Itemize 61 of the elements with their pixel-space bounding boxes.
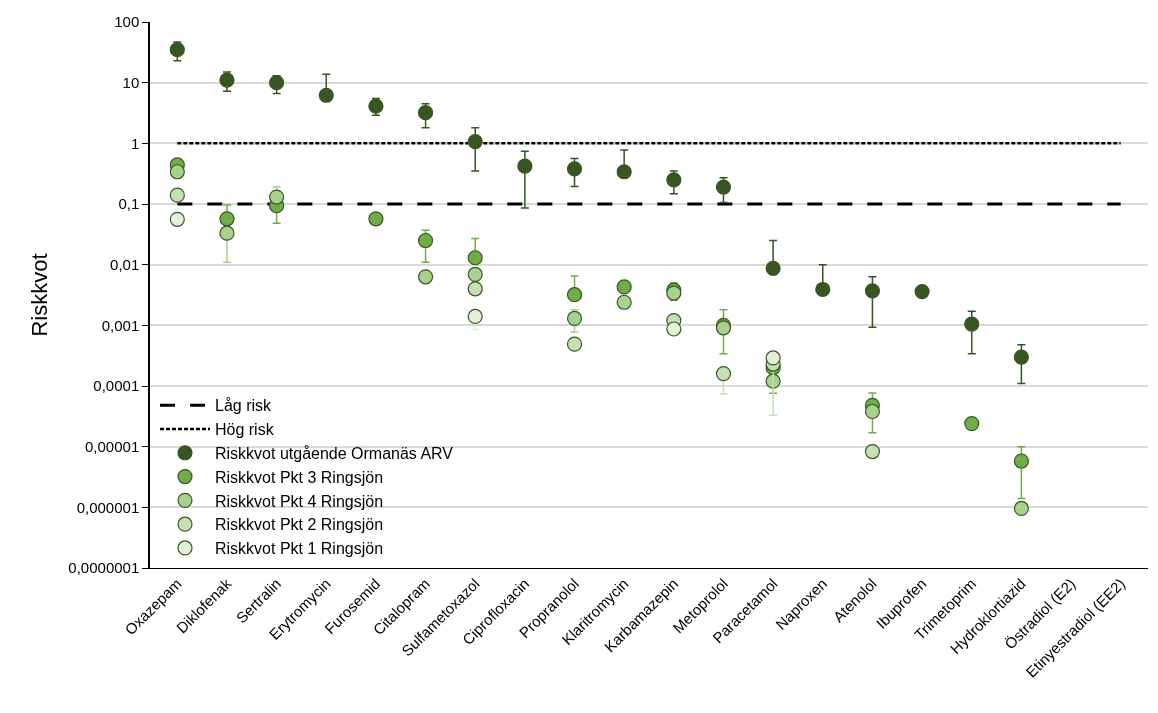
y-tick-label: 0,00001 — [85, 437, 140, 455]
y-tick-label: 0,0001 — [93, 377, 140, 395]
y-tick-label: 10 — [122, 73, 140, 91]
point — [169, 42, 185, 58]
point — [715, 179, 732, 195]
legend-label: Låg risk — [214, 397, 273, 415]
legend-label: Hög risk — [214, 421, 275, 439]
point — [1013, 500, 1029, 516]
point — [169, 187, 185, 203]
point — [566, 336, 583, 352]
point — [467, 250, 483, 266]
point — [467, 281, 483, 297]
point — [715, 366, 732, 382]
y-axis-title: Riskkvot — [26, 253, 52, 337]
point — [1013, 349, 1029, 365]
point — [616, 164, 632, 180]
point — [517, 158, 533, 174]
y-tick-label: 100 — [114, 13, 140, 31]
y-tick-label: 0,0000001 — [68, 559, 140, 577]
point — [318, 87, 334, 103]
point — [169, 164, 185, 180]
y-tick-label: 0,1 — [118, 195, 140, 213]
point — [417, 232, 434, 249]
point — [467, 133, 483, 150]
point — [864, 283, 881, 299]
point — [566, 161, 583, 177]
point — [566, 287, 583, 303]
point — [616, 294, 632, 310]
point — [815, 281, 831, 298]
point — [417, 269, 434, 285]
y-tick-label: 1 — [130, 134, 140, 152]
point — [864, 403, 881, 420]
legend-label: Riskkvot Pkt 4 Ringsjön — [214, 492, 384, 510]
point — [666, 321, 682, 337]
point — [169, 211, 185, 227]
legend-label: Riskkvot utgående Ormanäs ARV — [214, 445, 454, 463]
point — [1013, 453, 1029, 469]
y-tick-label: 0,001 — [101, 316, 140, 334]
point — [269, 75, 285, 91]
point — [616, 279, 632, 295]
point — [467, 266, 483, 283]
point — [765, 350, 781, 366]
point — [765, 260, 781, 276]
legend-label: Riskkvot Pkt 2 Ringsjön — [214, 516, 384, 534]
legend-label: Riskkvot Pkt 1 Ringsjön — [214, 540, 384, 558]
point — [219, 225, 235, 241]
point — [417, 105, 434, 121]
point — [864, 443, 881, 460]
point — [666, 172, 682, 188]
y-tick-label: 0,000001 — [76, 498, 140, 516]
point — [914, 283, 930, 300]
point — [566, 310, 583, 327]
y-tick-label: 0,01 — [110, 255, 140, 273]
point — [219, 211, 235, 227]
point — [269, 189, 285, 205]
point — [964, 416, 980, 432]
point — [964, 316, 980, 332]
point — [219, 72, 235, 88]
point — [368, 211, 384, 227]
legend-label: Riskkvot Pkt 3 Ringsjön — [214, 468, 384, 486]
point — [467, 308, 483, 325]
